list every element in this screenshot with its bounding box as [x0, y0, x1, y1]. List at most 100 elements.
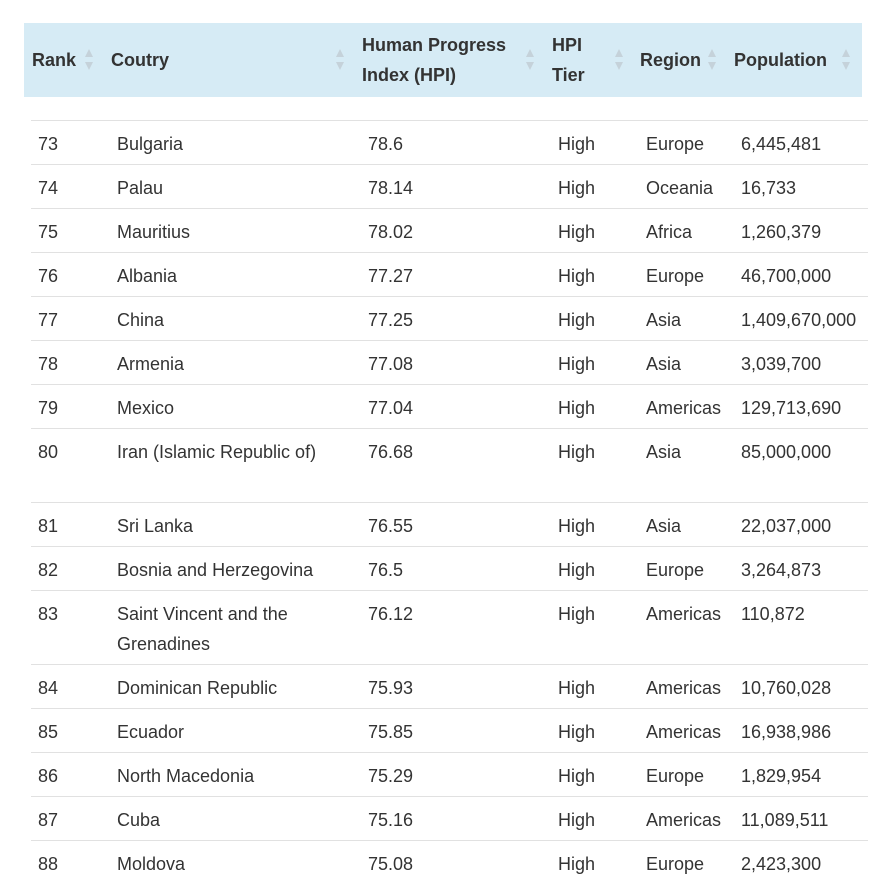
- cell-hpi: 77.25: [368, 310, 414, 330]
- table-row: 75 Mauritius 78.02 High Africa 1,260,379: [31, 208, 868, 252]
- cell-rank: 88: [38, 854, 59, 874]
- table-row: 84 Dominican Republic 75.93 High Americas 10,…: [31, 664, 868, 708]
- cell-country: Saint Vincent and the Grenadines: [117, 604, 288, 654]
- table-body: 73 Bulgaria 78.6 High Europe 6,445,481 74 Palau…: [31, 120, 868, 884]
- cell-region: Americas: [646, 604, 722, 624]
- cell-country: Bosnia and Herzegovina: [117, 560, 314, 580]
- cell-rank: 86: [38, 766, 59, 786]
- column-header-region[interactable]: Region: [640, 23, 710, 97]
- cell-population: 2,423,300: [741, 854, 822, 874]
- cell-region: Asia: [646, 516, 682, 536]
- cell-tier: High: [558, 442, 596, 462]
- cell-tier: High: [558, 516, 596, 536]
- cell-region: Europe: [646, 560, 705, 580]
- cell-population: 22,037,000: [741, 516, 832, 536]
- cell-country: Albania: [117, 266, 178, 286]
- table-row: 79 Mexico 77.04 High Americas 129,713,690: [31, 384, 868, 428]
- column-header-hpi[interactable]: Human Progress Index (HPI): [362, 23, 522, 97]
- cell-country: Iran (Islamic Republic of): [117, 442, 317, 462]
- cell-region: Europe: [646, 766, 705, 786]
- cell-tier: High: [558, 222, 596, 242]
- cell-region: Americas: [646, 678, 722, 698]
- table-row: 74 Palau 78.14 High Oceania 16,733: [31, 164, 868, 208]
- cell-hpi: 75.93: [368, 678, 414, 698]
- cell-rank: 79: [38, 398, 59, 418]
- column-label-hpi: Human Progress Index (HPI): [362, 35, 507, 85]
- table-row: 77 China 77.25 High Asia 1,409,670,000: [31, 296, 868, 340]
- cell-population: 16,733: [741, 178, 797, 198]
- sort-icon[interactable]: [84, 47, 94, 73]
- cell-region: Europe: [646, 134, 705, 154]
- cell-rank: 78: [38, 354, 59, 374]
- cell-population: 110,872: [741, 604, 805, 624]
- column-label-rank: Rank: [32, 50, 77, 70]
- table-row: 76 Albania 77.27 High Europe 46,700,000: [31, 252, 868, 296]
- table-header: Rank Coutry Human Progress Index (HPI) H…: [24, 23, 862, 97]
- cell-country: Palau: [117, 178, 164, 198]
- column-label-tier: HPI Tier: [552, 35, 585, 85]
- cell-population: 3,264,873: [741, 560, 822, 580]
- sort-icon[interactable]: [335, 47, 345, 73]
- cell-population: 1,829,954: [741, 766, 822, 786]
- cell-region: Americas: [646, 398, 722, 418]
- cell-population: 85,000,000: [741, 442, 832, 462]
- cell-country: Ecuador: [117, 722, 185, 742]
- cell-tier: High: [558, 810, 596, 830]
- cell-tier: High: [558, 604, 596, 624]
- cell-rank: 73: [38, 134, 59, 154]
- column-label-population: Population: [734, 50, 827, 70]
- cell-rank: 85: [38, 722, 59, 742]
- cell-rank: 76: [38, 266, 59, 286]
- table-row: 78 Armenia 77.08 High Asia 3,039,700: [31, 340, 868, 384]
- cell-rank: 77: [38, 310, 59, 330]
- cell-country: Dominican Republic: [117, 678, 278, 698]
- cell-tier: High: [558, 766, 596, 786]
- cell-country: Armenia: [117, 354, 185, 374]
- cell-hpi: 77.04: [368, 398, 414, 418]
- cell-region: Asia: [646, 354, 682, 374]
- cell-population: 1,409,670,000: [741, 310, 857, 330]
- table-row: 85 Ecuador 75.85 High Americas 16,938,986: [31, 708, 868, 752]
- cell-hpi: 77.08: [368, 354, 414, 374]
- column-header-country[interactable]: Coutry: [111, 23, 311, 97]
- cell-tier: High: [558, 678, 596, 698]
- table-row: 87 Cuba 75.16 High Americas 11,089,511: [31, 796, 868, 840]
- sort-icon[interactable]: [614, 47, 624, 73]
- cell-hpi: 75.16: [368, 810, 414, 830]
- cell-hpi: 78.6: [368, 134, 404, 154]
- cell-region: Americas: [646, 810, 722, 830]
- sort-icon[interactable]: [707, 47, 717, 73]
- cell-population: 16,938,986: [741, 722, 832, 742]
- cell-hpi: 76.68: [368, 442, 414, 462]
- cell-country: Moldova: [117, 854, 186, 874]
- cell-population: 6,445,481: [741, 134, 822, 154]
- cell-population: 11,089,511: [741, 810, 829, 830]
- cell-tier: High: [558, 310, 596, 330]
- cell-population: 1,260,379: [741, 222, 822, 242]
- cell-region: Asia: [646, 442, 682, 462]
- cell-rank: 75: [38, 222, 59, 242]
- cell-tier: High: [558, 354, 596, 374]
- cell-hpi: 75.29: [368, 766, 414, 786]
- column-header-rank[interactable]: Rank: [32, 23, 94, 97]
- cell-hpi: 76.55: [368, 516, 414, 536]
- cell-hpi: 77.27: [368, 266, 414, 286]
- table-row: 88 Moldova 75.08 High Europe 2,423,300: [31, 840, 868, 884]
- cell-region: Asia: [646, 310, 682, 330]
- sort-icon[interactable]: [841, 47, 851, 73]
- cell-region: Africa: [646, 222, 693, 242]
- cell-hpi: 75.08: [368, 854, 414, 874]
- sort-icon[interactable]: [525, 47, 535, 73]
- cell-region: Europe: [646, 266, 705, 286]
- cell-country: North Macedonia: [117, 766, 255, 786]
- column-header-tier[interactable]: HPI Tier: [552, 23, 602, 97]
- table-row: 86 North Macedonia 75.29 High Europe 1,829,95…: [31, 752, 868, 796]
- cell-rank: 81: [38, 516, 59, 536]
- column-label-region: Region: [640, 50, 701, 70]
- cell-country: Cuba: [117, 810, 161, 830]
- cell-rank: 84: [38, 678, 59, 698]
- column-label-country: Coutry: [111, 50, 169, 70]
- cell-population: 129,713,690: [741, 398, 842, 418]
- column-header-population[interactable]: Population: [734, 23, 844, 97]
- cell-country: Bulgaria: [117, 134, 184, 154]
